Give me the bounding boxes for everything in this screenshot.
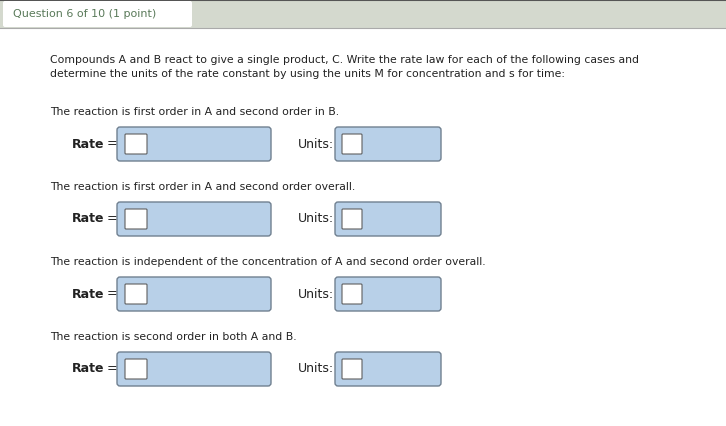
FancyBboxPatch shape xyxy=(117,202,271,236)
Text: The reaction is first order in A and second order overall.: The reaction is first order in A and sec… xyxy=(50,182,355,192)
FancyBboxPatch shape xyxy=(335,202,441,236)
FancyBboxPatch shape xyxy=(342,284,362,304)
FancyBboxPatch shape xyxy=(335,277,441,311)
Text: Rate: Rate xyxy=(72,288,105,300)
Text: The reaction is independent of the concentration of A and second order overall.: The reaction is independent of the conce… xyxy=(50,257,486,267)
Text: =: = xyxy=(107,138,118,150)
FancyBboxPatch shape xyxy=(125,209,147,229)
FancyBboxPatch shape xyxy=(342,134,362,154)
Text: Units:: Units: xyxy=(298,288,334,300)
Text: Compounds A and B react to give a single product, C. Write the rate law for each: Compounds A and B react to give a single… xyxy=(50,55,639,65)
FancyBboxPatch shape xyxy=(335,127,441,161)
Text: =: = xyxy=(107,288,118,300)
FancyBboxPatch shape xyxy=(335,352,441,386)
Bar xyxy=(0,0,726,28)
Text: Question 6 of 10 (1 point): Question 6 of 10 (1 point) xyxy=(13,9,156,19)
FancyBboxPatch shape xyxy=(3,1,192,27)
FancyBboxPatch shape xyxy=(342,359,362,379)
Text: The reaction is first order in A and second order in B.: The reaction is first order in A and sec… xyxy=(50,107,339,117)
FancyBboxPatch shape xyxy=(117,277,271,311)
Text: Rate: Rate xyxy=(72,213,105,225)
Text: =: = xyxy=(107,213,118,225)
FancyBboxPatch shape xyxy=(117,352,271,386)
FancyBboxPatch shape xyxy=(117,127,271,161)
Text: determine the units of the rate constant by using the units M for concentration : determine the units of the rate constant… xyxy=(50,69,565,79)
FancyBboxPatch shape xyxy=(125,359,147,379)
FancyBboxPatch shape xyxy=(125,134,147,154)
Text: =: = xyxy=(107,363,118,375)
Text: Rate: Rate xyxy=(72,138,105,150)
Text: Units:: Units: xyxy=(298,213,334,225)
Text: The reaction is second order in both A and B.: The reaction is second order in both A a… xyxy=(50,332,297,342)
Text: Units:: Units: xyxy=(298,138,334,150)
Text: Rate: Rate xyxy=(72,363,105,375)
FancyBboxPatch shape xyxy=(342,209,362,229)
Text: Units:: Units: xyxy=(298,363,334,375)
FancyBboxPatch shape xyxy=(125,284,147,304)
